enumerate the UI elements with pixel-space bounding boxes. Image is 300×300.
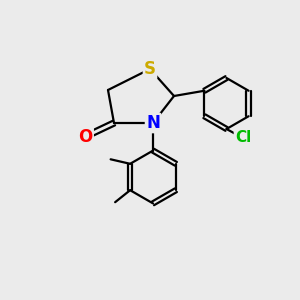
Text: S: S [144,60,156,78]
Text: N: N [146,114,160,132]
Text: O: O [78,128,93,146]
Text: Cl: Cl [235,130,251,146]
